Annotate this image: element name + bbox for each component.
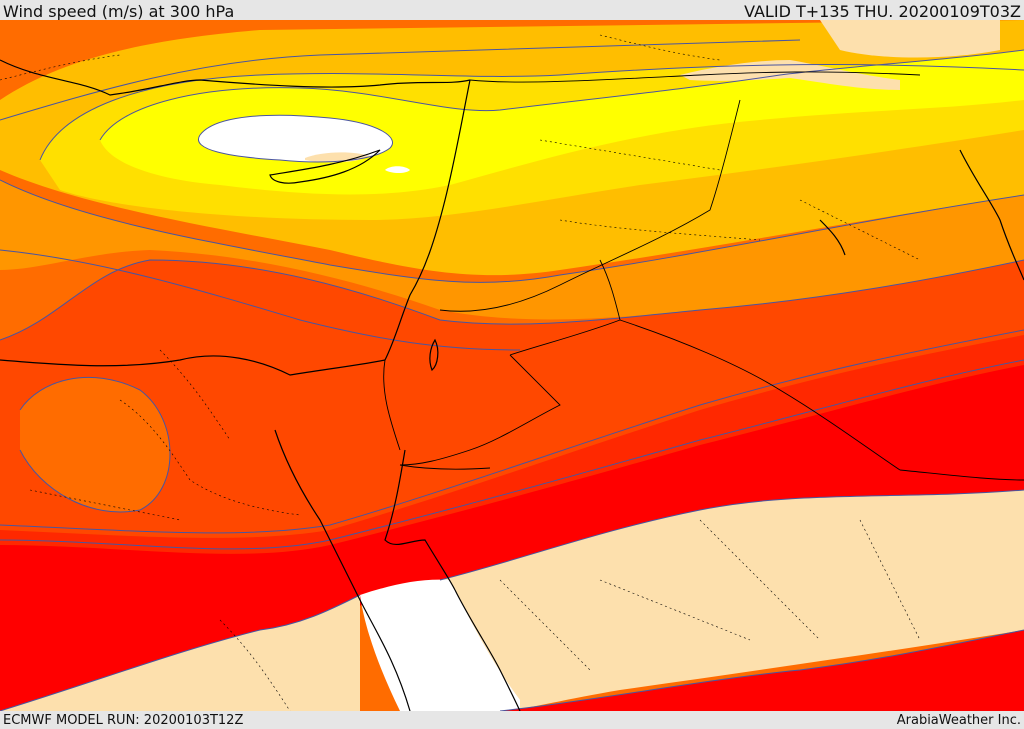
header-bar: Wind speed (m/s) at 300 hPa VALID T+135 … — [0, 0, 1024, 21]
light-region-south — [420, 490, 1024, 711]
light-patch-northeast — [820, 20, 1000, 58]
light-patch-north — [680, 60, 900, 90]
footer-bar: ECMWF MODEL RUN: 20200103T12Z ArabiaWeat… — [0, 711, 1024, 729]
coastlines — [0, 59, 1024, 711]
calm-patch-mediterranean — [198, 115, 393, 162]
dark-orange-region — [0, 260, 1024, 538]
calm-patch-small — [385, 166, 410, 173]
map-canvas — [0, 20, 1024, 711]
red-jet-band — [0, 360, 1024, 711]
light-orange-band — [0, 180, 1024, 320]
map-title: Wind speed (m/s) at 300 hPa — [3, 2, 235, 21]
calm-patch-red-sea — [360, 579, 520, 711]
model-run: ECMWF MODEL RUN: 20200103T12Z — [3, 713, 244, 728]
province-lines — [0, 34, 921, 711]
valid-time: VALID T+135 THU. 20200109T03Z — [744, 2, 1021, 21]
wind-speed-map — [0, 20, 1024, 711]
orange-patch — [20, 377, 170, 512]
country-borders — [383, 71, 1024, 481]
credit: ArabiaWeather Inc. — [896, 713, 1021, 728]
red-band-south — [500, 630, 1024, 711]
